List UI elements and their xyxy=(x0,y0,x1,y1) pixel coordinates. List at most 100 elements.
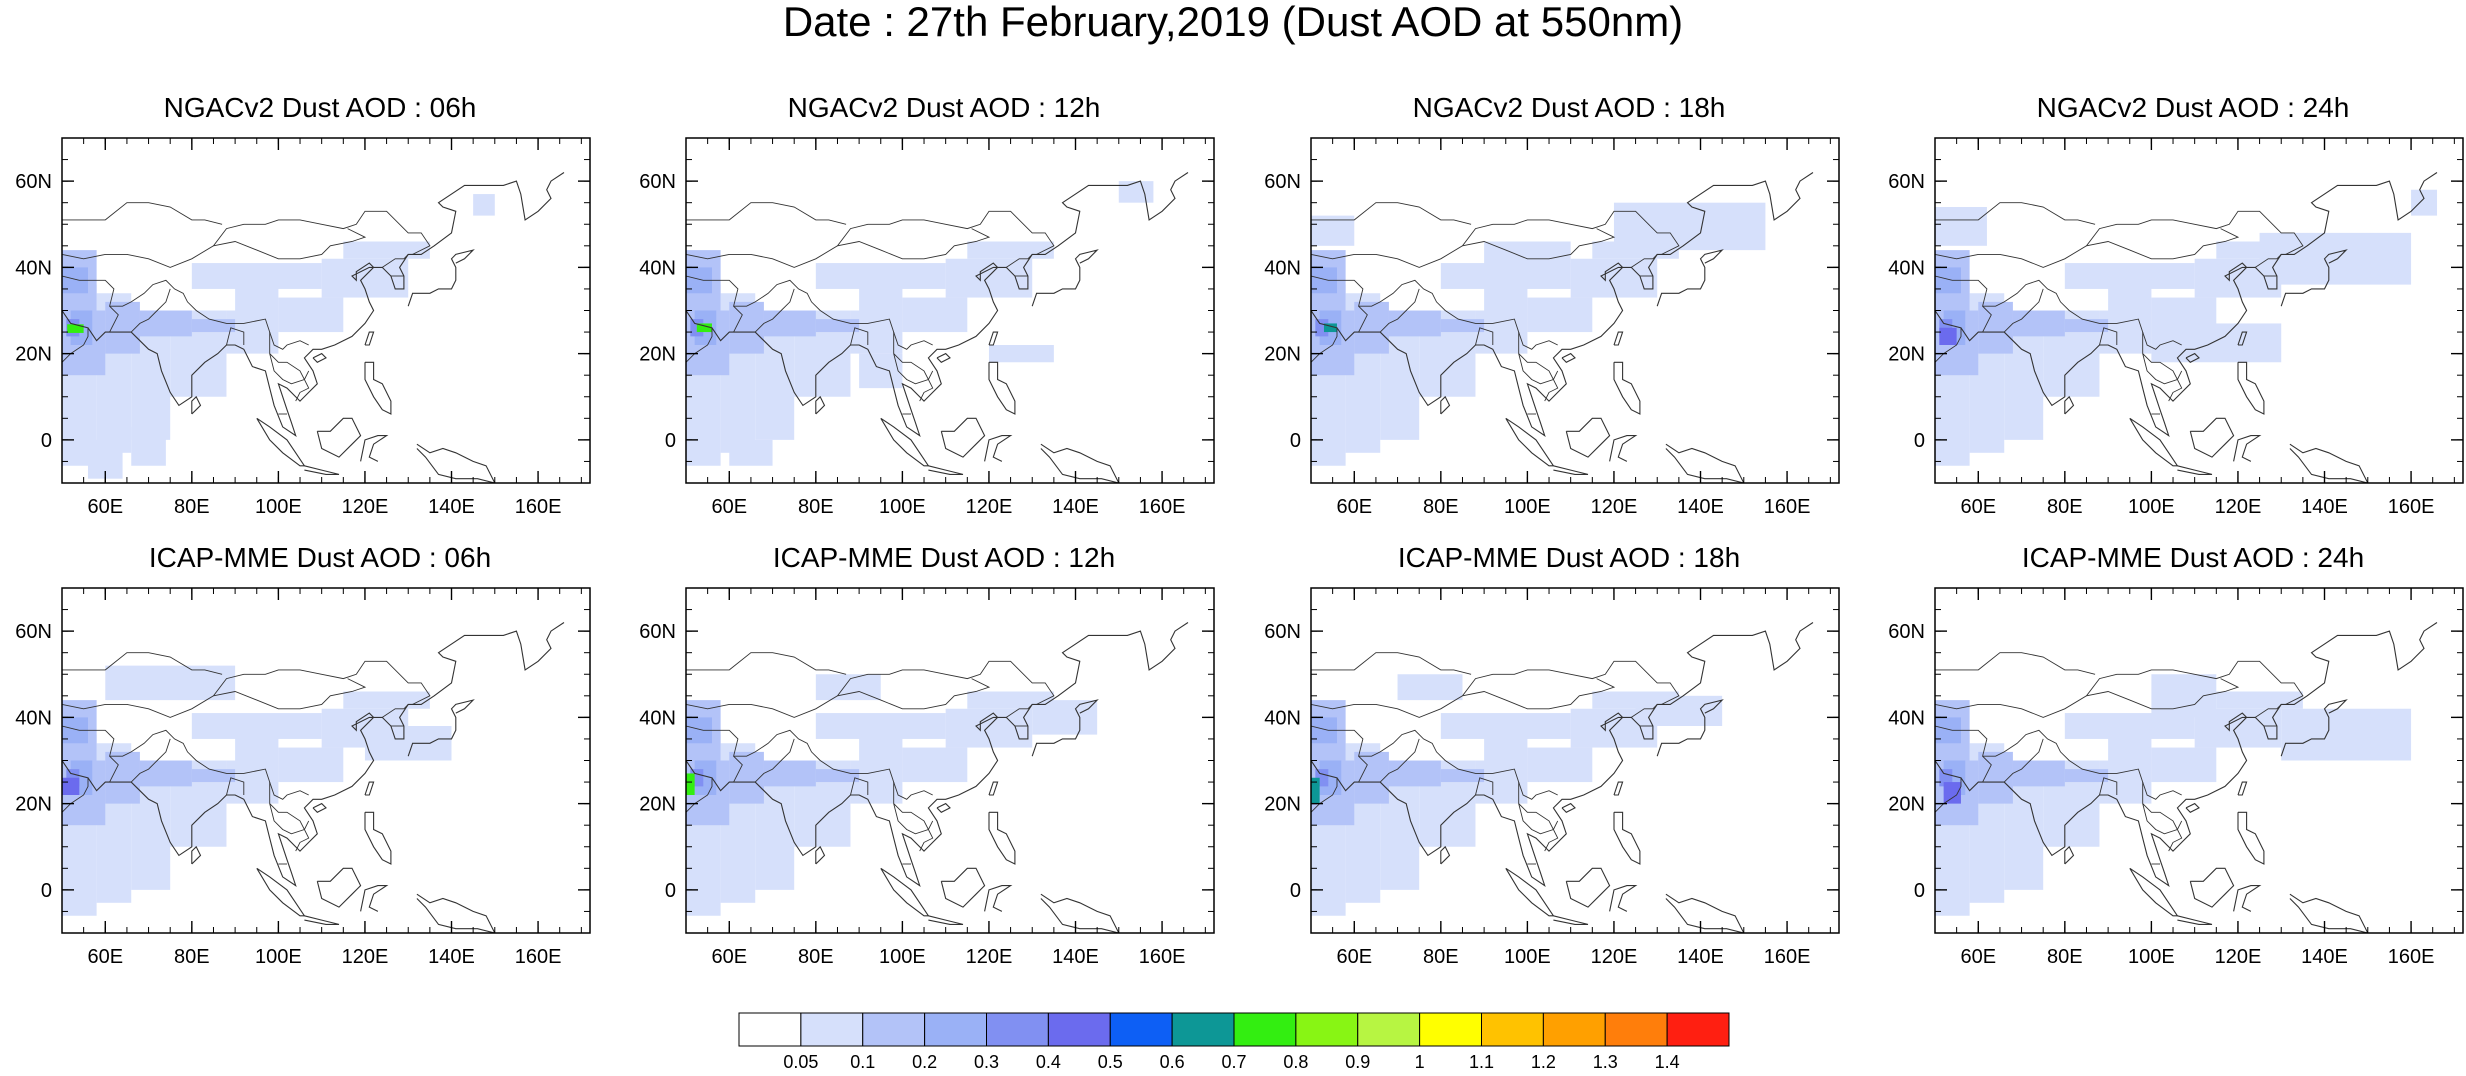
dust-cell xyxy=(815,769,860,783)
dust-cell xyxy=(2064,319,2109,333)
colorbar-label: 1.1 xyxy=(1469,1052,1494,1072)
lon-tick-label: 160E xyxy=(1139,946,1186,968)
dust-cell xyxy=(191,769,236,783)
map-plot: 60N 40N 20N 0 60E 80E 100E 120E 140E 160E xyxy=(1264,137,1840,518)
map-plot: 60N 40N 20N 0 60E 80E 100E 120E 140E 160E xyxy=(1264,587,1840,968)
coastline xyxy=(936,352,951,363)
map-panel: NGACv2 Dust AOD : 12h 60N 40N 20N 0 60E 80E 100… xyxy=(624,90,1224,530)
lat-tick-label: 60N xyxy=(639,621,676,643)
coastline xyxy=(62,172,565,437)
lon-tick-label: 120E xyxy=(1591,946,1638,968)
colorbar-label: 1 xyxy=(1415,1052,1425,1072)
map-panel: ICAP-MME Dust AOD : 18h 60N 40N 20N 0 60E 80E 1… xyxy=(1249,540,1849,980)
coastline xyxy=(1656,249,1724,307)
border-line xyxy=(686,777,713,813)
dust-cell xyxy=(1484,241,1571,268)
dust-field xyxy=(1311,172,1814,483)
coastline xyxy=(2237,781,2248,796)
dust-cell xyxy=(729,301,764,354)
coastline xyxy=(1613,331,1624,346)
map-panel: NGACv2 Dust AOD : 06h 60N 40N 20N 0 60E 80E 100… xyxy=(0,90,600,530)
dust-cell xyxy=(191,319,236,333)
lon-tick-label: 80E xyxy=(1423,496,1459,518)
panel-title: NGACv2 Dust AOD : 18h xyxy=(1412,92,1726,123)
border-line xyxy=(1311,210,1680,268)
dust-cell xyxy=(1527,297,1593,333)
dust-cell xyxy=(2108,284,2152,311)
map-panel: ICAP-MME Dust AOD : 12h 60N 40N 20N 0 60E 80E 1… xyxy=(624,540,1224,980)
dust-cell xyxy=(696,323,712,333)
dust-cell xyxy=(105,301,140,354)
figure-title: Date : 27th February,2019 (Dust AOD at 5… xyxy=(782,0,1684,45)
coastline xyxy=(316,867,362,908)
panel-title: ICAP-MME Dust AOD : 06h xyxy=(148,542,492,573)
lon-tick-label: 120E xyxy=(2215,946,2262,968)
coastline xyxy=(1553,915,1589,925)
dust-cell xyxy=(473,194,495,216)
coastline xyxy=(2233,435,2262,462)
border-line xyxy=(130,738,171,783)
border-line xyxy=(837,678,991,710)
lon-tick-label: 60E xyxy=(87,496,123,518)
lon-tick-label: 100E xyxy=(255,946,302,968)
coastline xyxy=(304,915,340,925)
border-line xyxy=(269,782,306,835)
border-line xyxy=(62,202,223,225)
dust-cell xyxy=(1978,301,2013,354)
dust-cell xyxy=(1943,782,1961,804)
lat-tick-label: 0 xyxy=(1914,430,1925,452)
lon-tick-label: 160E xyxy=(1764,496,1811,518)
map-plot: 60N 40N 20N 0 60E 80E 100E 120E 140E 160E xyxy=(1888,587,2464,968)
colorbar-label: 0.5 xyxy=(1098,1052,1123,1072)
border-line xyxy=(1982,729,2182,800)
border-line xyxy=(1311,275,1368,333)
coastline xyxy=(940,417,986,458)
border-line xyxy=(213,228,367,260)
border-line xyxy=(1935,275,1992,333)
dust-cell xyxy=(139,760,192,787)
lon-tick-label: 100E xyxy=(2128,496,2175,518)
coastline xyxy=(928,465,964,475)
coastline xyxy=(1565,417,1611,458)
border-line xyxy=(2168,820,2183,852)
lon-tick-label: 140E xyxy=(1052,946,1099,968)
coastline xyxy=(1311,622,1814,887)
coastline xyxy=(1935,172,2438,437)
lon-tick-label: 80E xyxy=(1423,946,1459,968)
border-line xyxy=(850,777,869,796)
map-panel: NGACv2 Dust AOD : 18h 60N 40N 20N 0 60E 80E 100… xyxy=(1249,90,1849,530)
panel-title: ICAP-MME Dust AOD : 24h xyxy=(2021,542,2365,573)
coastline xyxy=(364,331,375,346)
colorbar-swatch xyxy=(1171,1012,1235,1047)
lon-tick-label: 60E xyxy=(1960,496,1996,518)
border-line xyxy=(1935,652,2096,675)
dust-cell xyxy=(686,773,695,795)
dust-cell xyxy=(131,426,166,466)
map-panel: ICAP-MME Dust AOD : 06h 60N 40N 20N 0 60E 80E 1… xyxy=(0,540,600,980)
coastline xyxy=(360,885,389,912)
border-line xyxy=(1311,202,1472,225)
dust-cell xyxy=(1484,284,1528,311)
border-line xyxy=(686,275,743,333)
lon-tick-label: 120E xyxy=(966,496,1013,518)
lon-tick-label: 120E xyxy=(342,946,389,968)
border-line xyxy=(686,759,687,761)
border-line xyxy=(2099,777,2118,796)
colorbar-swatch xyxy=(1419,1012,1482,1047)
dust-cell xyxy=(2064,769,2109,783)
coastline xyxy=(1505,867,1555,917)
border-line xyxy=(2086,678,2240,710)
border-line xyxy=(62,210,431,268)
coastline xyxy=(880,417,930,467)
coastline xyxy=(2177,465,2213,475)
colorbar-svg: 0.05 0.1 0.2 0.3 0.4 0.5 0.6 0.7 0.8 0.9 1 1.1 1.2 1.… xyxy=(738,1012,1730,1072)
colorbar-label: 0.8 xyxy=(1283,1052,1308,1072)
border-line xyxy=(1935,202,2096,225)
dust-cell xyxy=(945,708,1033,748)
border-line xyxy=(2086,228,2240,260)
coastline xyxy=(1935,622,2438,887)
lon-tick-label: 140E xyxy=(1677,946,1724,968)
dust-cell xyxy=(2151,747,2217,783)
border-line xyxy=(1379,288,1420,333)
coastline xyxy=(2233,885,2262,912)
